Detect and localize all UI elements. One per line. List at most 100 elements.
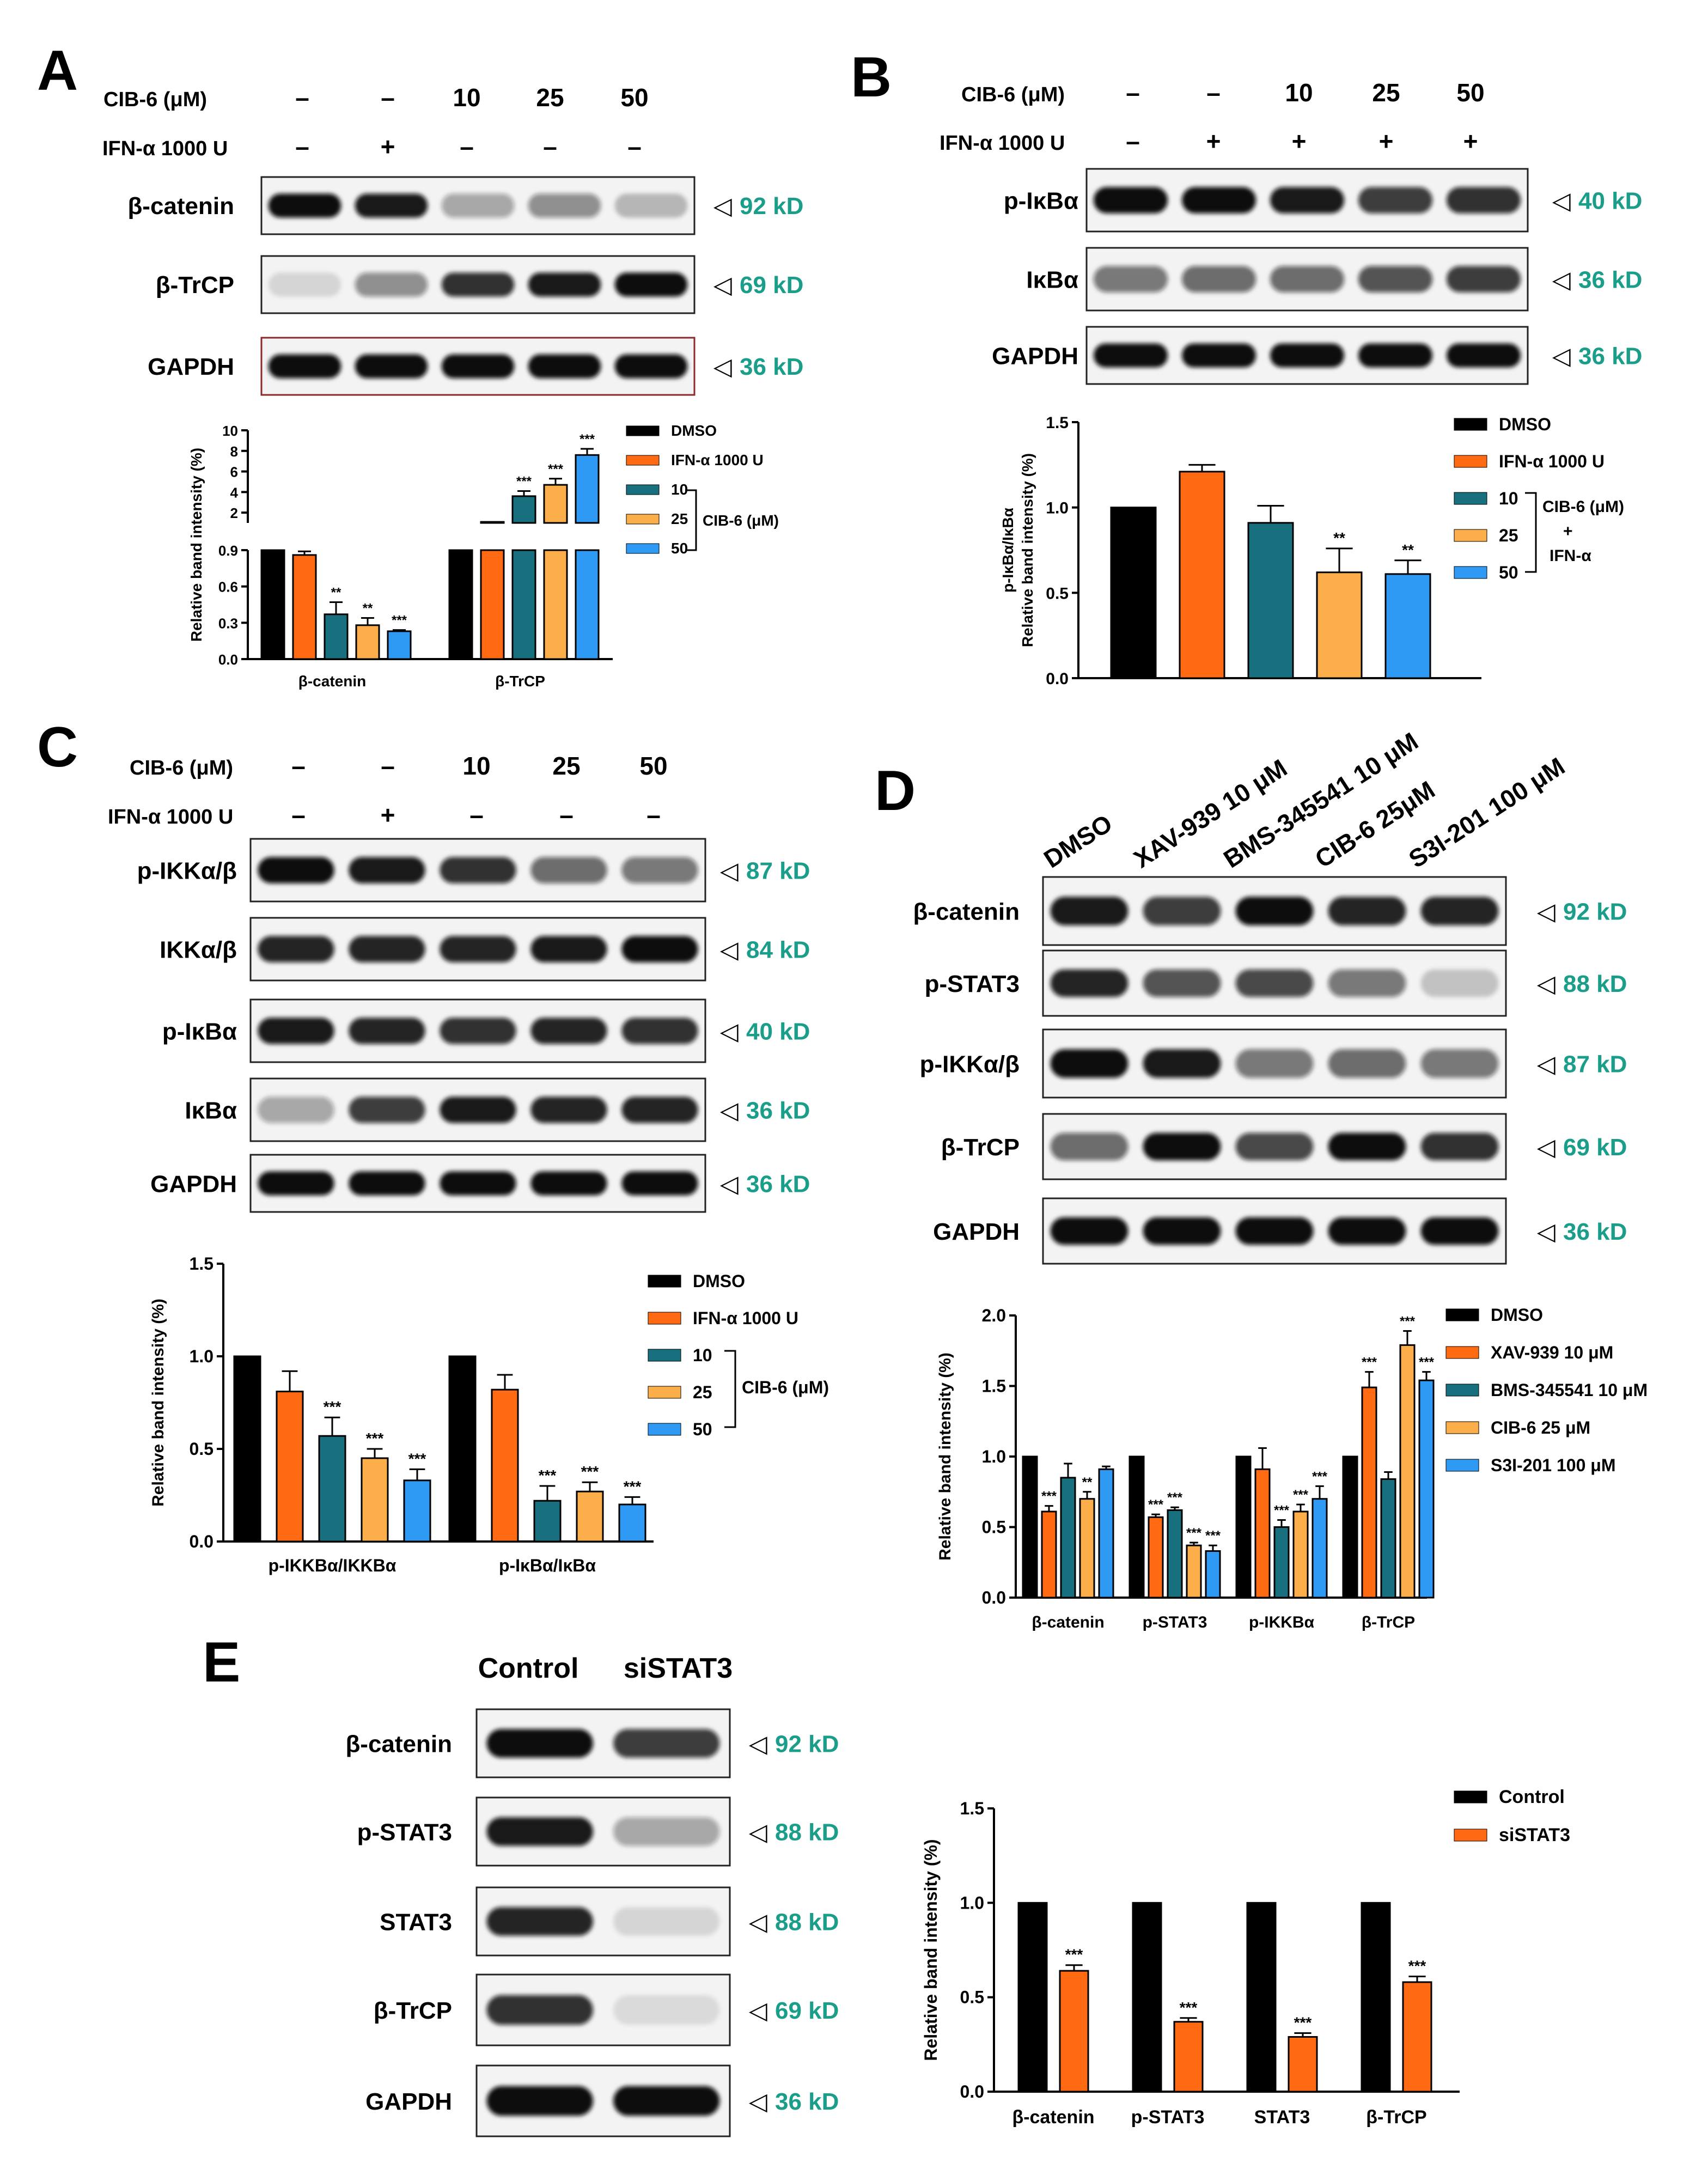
blot-band bbox=[530, 857, 607, 884]
legend-bracket-label: IFN-α bbox=[1550, 547, 1591, 565]
blot-strip bbox=[1042, 949, 1507, 1017]
western-blots: β-catenin ◁ 92 kD p-STAT3 ◁ 88 kD p-IKKα/β ◁ 87 … bbox=[913, 876, 1627, 1265]
x-category-label: β-TrCP bbox=[1366, 2107, 1426, 2128]
panel-label: C bbox=[37, 716, 78, 779]
significance-label: *** bbox=[1362, 1355, 1377, 1370]
treat-value: + bbox=[381, 132, 395, 161]
bar bbox=[533, 1500, 562, 1543]
bar-chart-c: 0.0 0.5 1.0 1.5 *** *** *** p-IKKBα/IKKBα *** ***… bbox=[149, 1254, 829, 1575]
significance-label: *** bbox=[1041, 1489, 1057, 1504]
blot-band bbox=[441, 193, 515, 218]
panel-label: E bbox=[203, 1631, 241, 1694]
blot-band bbox=[530, 1018, 607, 1044]
y-axis-label: Relative band intensity (%) bbox=[936, 1352, 954, 1561]
kd-label: 84 kD bbox=[746, 937, 810, 964]
bar bbox=[1132, 1902, 1162, 2093]
kd-label: 88 kD bbox=[1563, 971, 1627, 997]
blot-band bbox=[1270, 343, 1345, 368]
legend-bracket-label: CIB-6 (μM) bbox=[742, 1378, 829, 1397]
kd-marker: ◁ bbox=[719, 858, 739, 885]
blot-label: β-TrCP bbox=[156, 272, 234, 298]
blot-band bbox=[1328, 969, 1406, 997]
blot-strip bbox=[1042, 1028, 1507, 1099]
bar bbox=[1361, 1902, 1391, 2093]
bar bbox=[511, 549, 536, 660]
significance-label: *** bbox=[1419, 1355, 1435, 1370]
treat-value: – bbox=[1126, 78, 1140, 107]
significance-label: ** bbox=[1333, 529, 1345, 546]
kd-marker: ◁ bbox=[748, 1819, 767, 1846]
blot-strip bbox=[249, 1077, 706, 1142]
y-tick-label: 4 bbox=[230, 484, 239, 501]
x-category-label: p-IκBα/IκBα bbox=[499, 1556, 596, 1575]
significance-label: *** bbox=[1148, 1497, 1164, 1512]
kd-label: 88 kD bbox=[775, 1909, 839, 1936]
legend-label: IFN-α 1000 U bbox=[671, 452, 764, 468]
blot-band bbox=[441, 354, 515, 379]
legend-swatch bbox=[1454, 529, 1487, 542]
blot-strip bbox=[475, 2064, 731, 2137]
lane-label: XAV-939 10 μM bbox=[1128, 753, 1292, 873]
blot-label: p-STAT3 bbox=[357, 1819, 452, 1846]
significance-label: *** bbox=[408, 1450, 426, 1467]
blot-band bbox=[1420, 1049, 1499, 1078]
significance-label: *** bbox=[1205, 1528, 1221, 1543]
treat-value: – bbox=[646, 801, 661, 829]
blot-label: β-TrCP bbox=[941, 1134, 1020, 1161]
bar bbox=[361, 1457, 389, 1543]
treat-value: – bbox=[460, 132, 474, 161]
bar bbox=[1173, 2021, 1204, 2093]
bar bbox=[1110, 507, 1157, 679]
bar bbox=[1148, 1516, 1164, 1599]
kd-label: 88 kD bbox=[775, 1819, 839, 1846]
bar bbox=[1361, 1386, 1377, 1599]
blot-band bbox=[1093, 343, 1168, 368]
kd-marker: ◁ bbox=[1552, 343, 1571, 370]
legend-swatch bbox=[626, 425, 660, 436]
significance-label: *** bbox=[1065, 1946, 1083, 1963]
lane-label: DMSO bbox=[1039, 809, 1117, 874]
y-tick-label: 0.0 bbox=[1046, 670, 1069, 688]
kd-marker: ◁ bbox=[1536, 971, 1555, 997]
legend-label: BMS-345541 10 μM bbox=[1491, 1380, 1648, 1400]
blot-band bbox=[349, 1171, 425, 1196]
blot-band bbox=[614, 354, 688, 379]
blot-band bbox=[1420, 1217, 1499, 1245]
bar bbox=[1017, 1902, 1048, 2093]
blot-band bbox=[613, 1729, 720, 1758]
bar bbox=[1292, 1510, 1309, 1599]
bar bbox=[260, 549, 285, 660]
blot-strip bbox=[260, 255, 696, 314]
blot-band bbox=[258, 1171, 334, 1196]
y-tick-label: 1.5 bbox=[982, 1376, 1006, 1396]
bar-chart-a: 0.00.30.60.9246810*******β-catenin******… bbox=[188, 422, 779, 690]
blot-band bbox=[1050, 969, 1128, 997]
treat-row-label: CIB-6 (μM) bbox=[130, 757, 233, 779]
blot-band bbox=[1328, 897, 1406, 925]
blot-band bbox=[440, 936, 516, 962]
blot-band bbox=[1093, 266, 1168, 293]
blot-band bbox=[440, 1096, 516, 1123]
treat-value: – bbox=[627, 132, 642, 161]
blot-band bbox=[1270, 187, 1345, 214]
blot-band bbox=[440, 1171, 516, 1196]
western-blots: p-IκBα ◁ 40 kD IκBα ◁ 36 kD GAPDH ◁ 36 kD bbox=[992, 168, 1642, 385]
blot-strip bbox=[1085, 326, 1529, 385]
x-category-label: STAT3 bbox=[1254, 2107, 1310, 2128]
bar bbox=[618, 1503, 646, 1543]
significance-label: *** bbox=[1274, 1503, 1290, 1518]
legend-swatch bbox=[626, 514, 660, 525]
treat-value: – bbox=[469, 801, 484, 829]
significance-label: *** bbox=[580, 432, 595, 447]
blot-band bbox=[349, 1018, 425, 1044]
western-blots: β-catenin ◁ 92 kD β-TrCP ◁ 69 kD GAPDH ◁ 36 kD bbox=[127, 176, 803, 396]
blot-band bbox=[613, 1995, 720, 2025]
blot-band bbox=[1358, 187, 1433, 214]
kd-label: 36 kD bbox=[1578, 343, 1642, 370]
treat-value: 25 bbox=[1372, 78, 1400, 107]
kd-label: 92 kD bbox=[740, 193, 803, 220]
blot-band bbox=[1050, 1217, 1128, 1245]
blot-band bbox=[1181, 343, 1256, 368]
blot-label: p-STAT3 bbox=[925, 971, 1020, 997]
treat-row-label: IFN-α 1000 U bbox=[940, 132, 1065, 155]
